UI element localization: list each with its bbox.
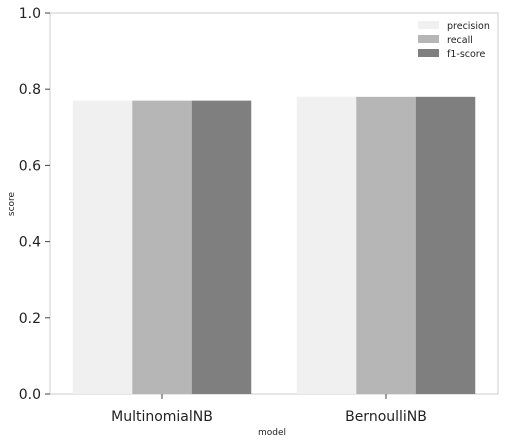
y-tick-label: 0.0 xyxy=(19,387,41,403)
y-tick-label: 0.8 xyxy=(19,82,41,98)
y-tick-label: 0.4 xyxy=(19,235,41,251)
x-tick-label: BernoulliNB xyxy=(345,409,427,425)
y-axis: 0.0 0.2 0.4 0.6 0.8 1.0 xyxy=(19,6,50,403)
bar-recall-MultinomialNB xyxy=(132,100,192,394)
legend-swatch-recall xyxy=(418,35,439,43)
x-tick-label: MultinomialNB xyxy=(111,409,213,425)
bar-recall-BernoulliNB xyxy=(356,96,416,394)
legend-label-precision: precision xyxy=(447,21,490,32)
legend-swatch-f1-score xyxy=(418,49,439,57)
y-tick-label: 1.0 xyxy=(19,6,41,22)
legend-swatch-precision xyxy=(418,21,439,29)
bars-group xyxy=(72,96,476,394)
bar-precision-BernoulliNB xyxy=(296,96,357,394)
legend-label-recall: recall xyxy=(447,35,473,46)
bar-f1-score-BernoulliNB xyxy=(415,96,476,394)
bar-f1-score-MultinomialNB xyxy=(191,100,252,394)
y-tick-label: 0.2 xyxy=(19,311,41,327)
legend: precision recall f1-score xyxy=(418,21,490,60)
x-axis-label: model xyxy=(258,428,286,438)
bar-precision-MultinomialNB xyxy=(72,100,133,394)
y-axis-label: score xyxy=(7,191,17,216)
x-axis: MultinomialNB BernoulliNB xyxy=(111,394,427,425)
y-tick-label: 0.6 xyxy=(19,158,41,174)
legend-label-f1-score: f1-score xyxy=(447,49,485,60)
